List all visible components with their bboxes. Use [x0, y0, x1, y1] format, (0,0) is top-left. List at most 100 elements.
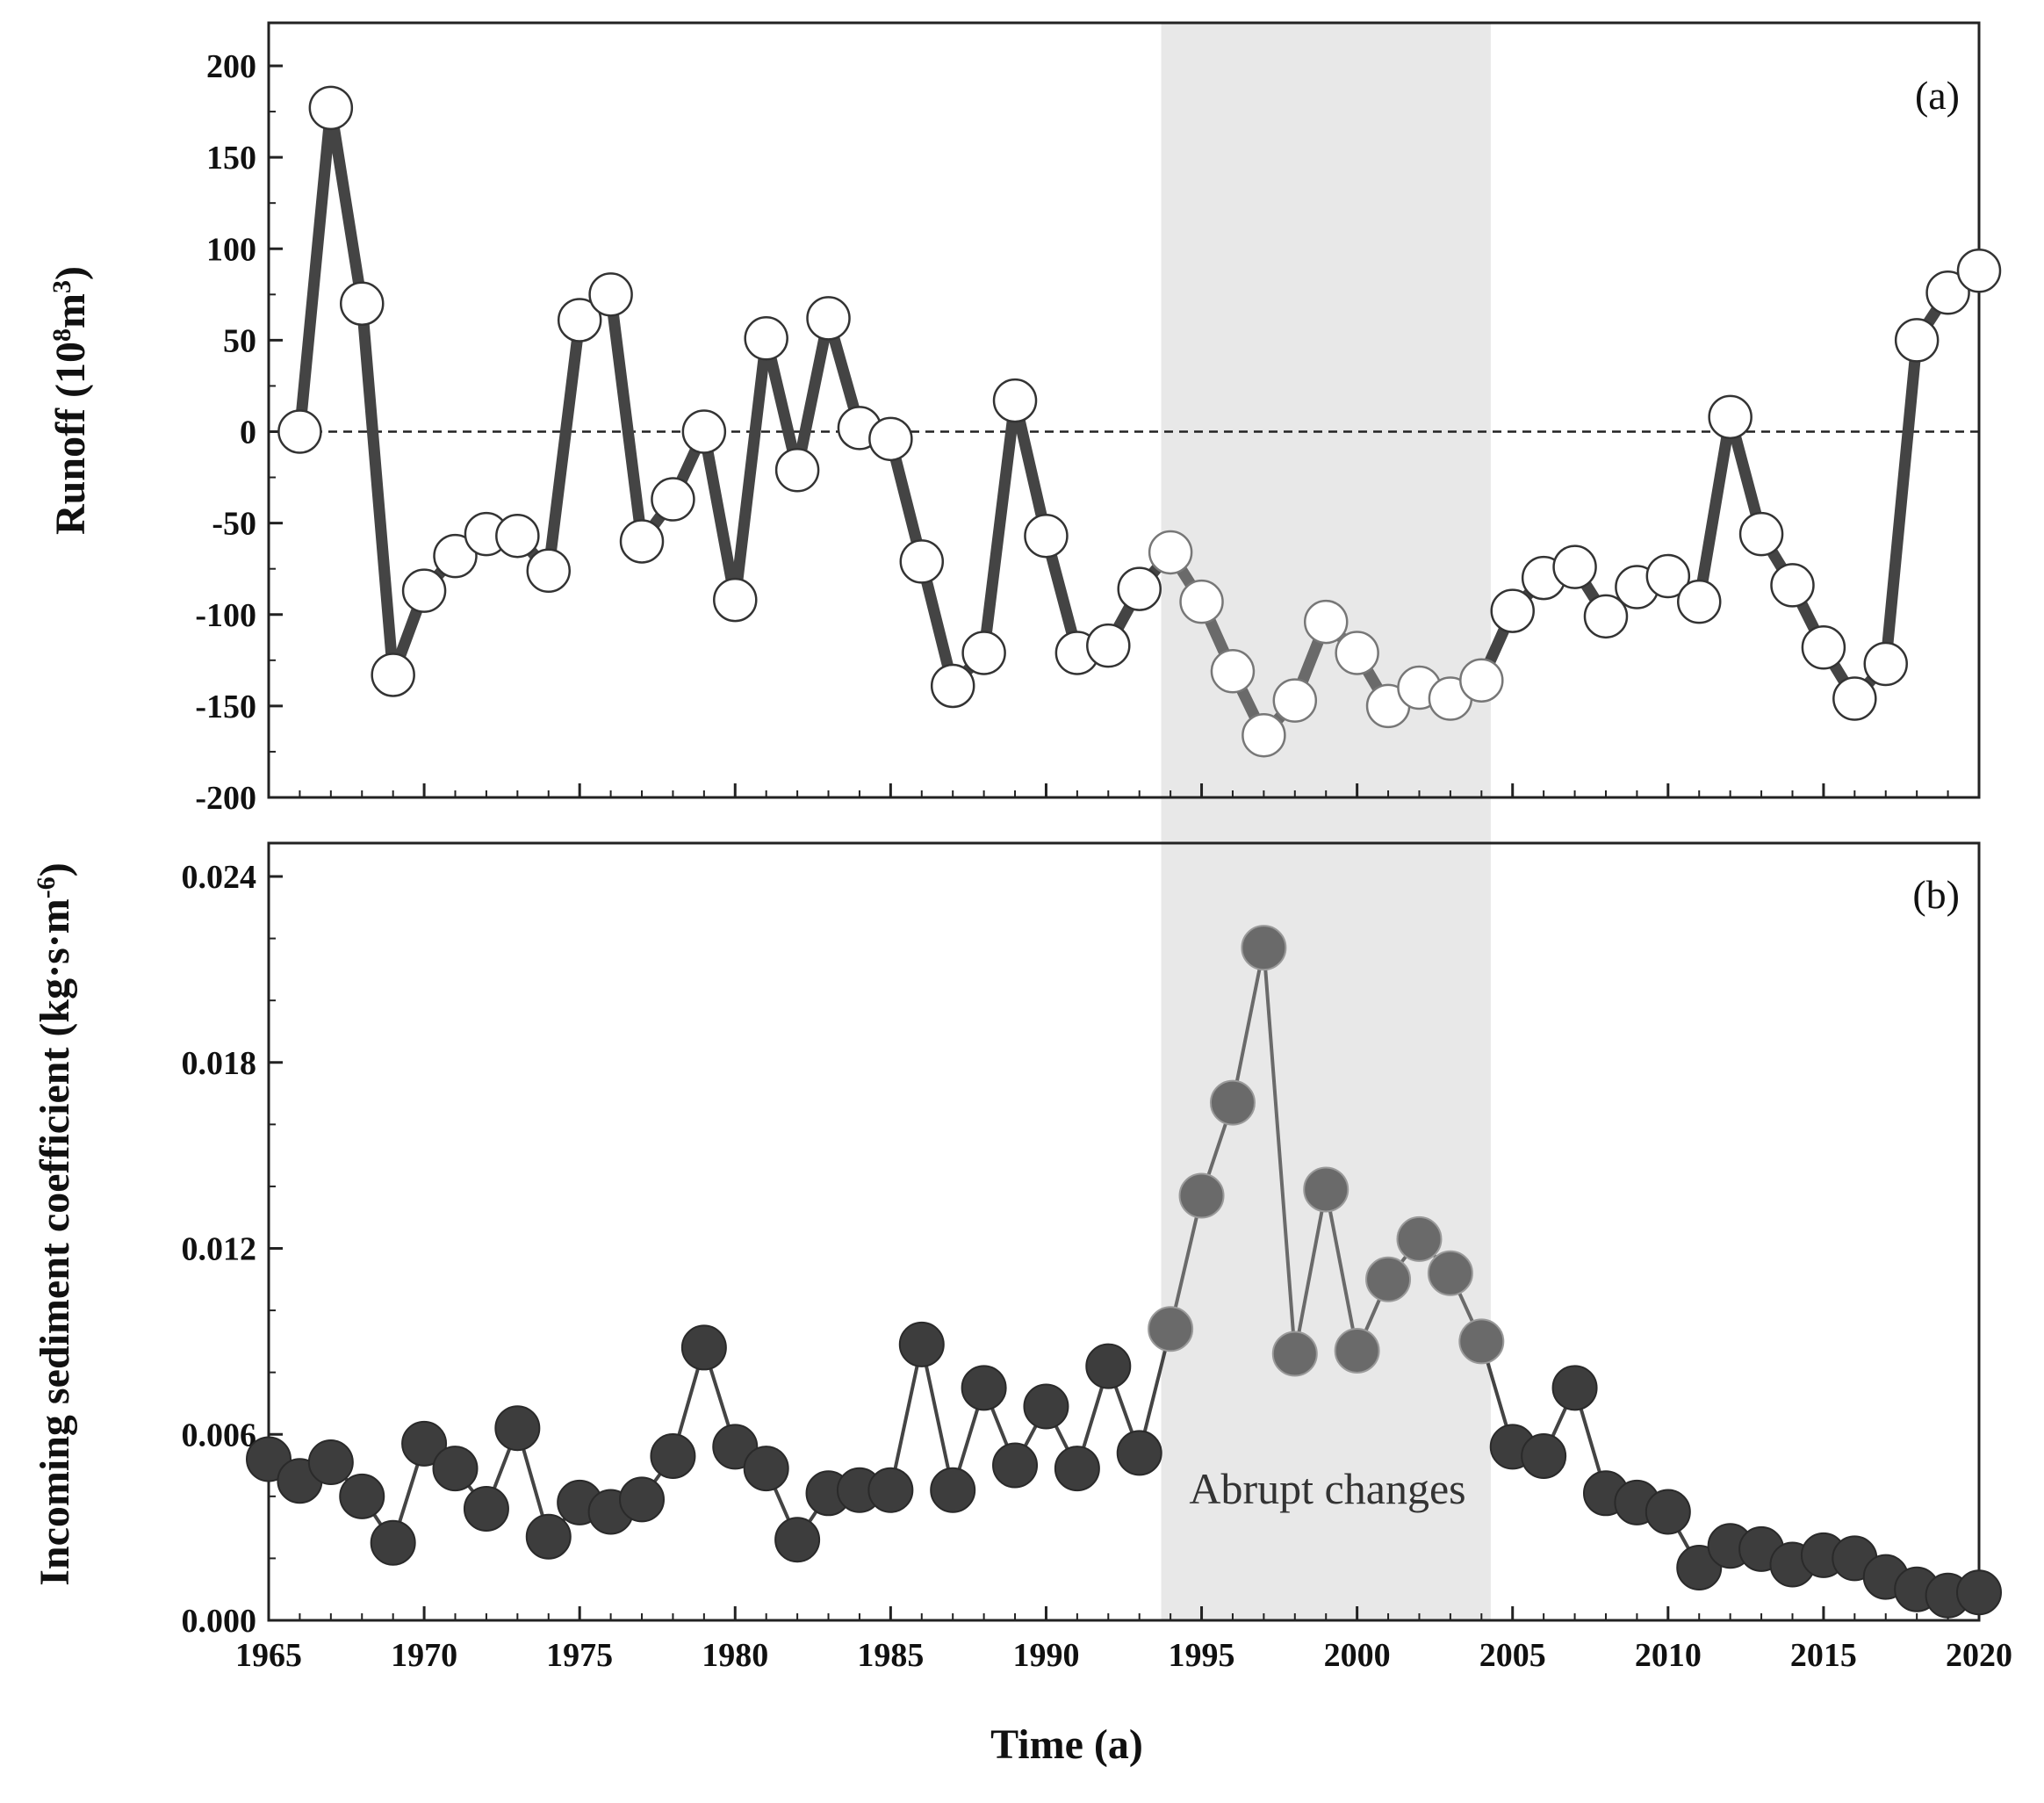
runoff-point	[277, 409, 322, 454]
sediment-point	[1116, 1430, 1162, 1476]
runoff-point	[992, 378, 1038, 423]
y-tick-label-a: -150	[195, 689, 256, 725]
runoff-point	[1148, 530, 1193, 575]
runoff-line-segment	[293, 102, 337, 437]
runoff-point	[1894, 318, 1940, 363]
sediment-point	[401, 1420, 448, 1467]
y-axis-title-b-text: Incoming sediment coefficient (kg·s·m	[32, 898, 78, 1586]
sediment-point	[525, 1513, 572, 1560]
y-tick-label-a: 50	[223, 322, 256, 359]
sediment-point	[1271, 1331, 1318, 1377]
runoff-point	[1676, 579, 1722, 624]
x-tick-label: 2000	[1324, 1637, 1391, 1674]
label-layer: (a) (b) Abrupt changes Time (a) Runoff (…	[32, 73, 1961, 1768]
y-tick-label-b: 0.024	[182, 859, 257, 896]
sediment-point	[1209, 1079, 1256, 1126]
runoff-point	[433, 533, 478, 579]
x-tick-label: 2010	[1635, 1637, 1702, 1674]
sediment-point	[650, 1432, 696, 1479]
runoff-line-segment	[1693, 411, 1737, 608]
sediment-point	[930, 1467, 976, 1513]
axes-layer: 1965 1970 1975 1980 1985 1990 1995 2000 2005 2010…	[182, 21, 2012, 1674]
sediment-point	[898, 1321, 945, 1367]
y-axis-title-b-sup: -6	[32, 876, 61, 898]
x-tick-label: 2020	[1946, 1637, 2012, 1674]
panel-b-frame	[267, 841, 1981, 1622]
runoff-point	[1552, 545, 1597, 589]
runoff-point	[806, 296, 851, 341]
x-tick-label: 1975	[546, 1637, 613, 1674]
runoff-point	[1117, 566, 1162, 611]
runoff-point	[930, 663, 975, 709]
runoff-point	[1179, 579, 1224, 624]
runoff-line-segment	[543, 314, 586, 577]
sediment-point	[339, 1473, 385, 1519]
sediment-point	[432, 1446, 479, 1492]
runoff-point	[1490, 588, 1535, 633]
runoff-point	[1925, 270, 1970, 315]
runoff-point	[961, 631, 1006, 675]
y-tick-label-a: 150	[206, 140, 256, 177]
y-axis-title-b: Incoming sediment coefficient (kg·s·m-6)	[32, 862, 79, 1586]
runoff-point	[1832, 676, 1877, 721]
runoff-point	[1645, 553, 1691, 599]
runoff-point	[619, 519, 665, 564]
runoff-point	[899, 539, 945, 584]
sediment-point	[1551, 1365, 1598, 1411]
series-layer	[246, 85, 2002, 1619]
sediment-point	[867, 1467, 914, 1513]
runoff-line-segment	[760, 332, 803, 476]
x-tick-label: 1980	[702, 1637, 768, 1674]
runoff-line-segment	[698, 426, 741, 606]
runoff-point	[651, 477, 695, 522]
x-axis-title: Time (a)	[990, 1721, 1143, 1768]
y-tick-label-a: -100	[195, 597, 256, 634]
shade-layer	[1161, 23, 1491, 1620]
sediment-point	[1085, 1343, 1132, 1389]
y-tick-label-b: 0.018	[182, 1045, 257, 1082]
sediment-point	[370, 1519, 416, 1566]
abrupt-changes-annotation: Abrupt changes	[1189, 1464, 1465, 1513]
runoff-point	[1242, 712, 1286, 758]
x-tick-label: 2015	[1790, 1637, 1857, 1674]
runoff-point	[526, 548, 572, 594]
runoff-point	[1210, 649, 1256, 694]
runoff-line-segment	[325, 102, 368, 310]
sediment-point	[961, 1365, 1007, 1411]
runoff-line-segment	[1880, 334, 1923, 670]
runoff-point	[1863, 641, 1908, 687]
runoff-point	[774, 447, 820, 493]
runoff-point	[557, 298, 602, 343]
runoff-point	[868, 416, 913, 462]
y-axis-title-a-mid: m	[47, 293, 94, 328]
runoff-point	[371, 653, 415, 697]
sediment-point	[992, 1442, 1039, 1489]
sediment-point	[774, 1517, 821, 1563]
sediment-point	[1023, 1383, 1069, 1430]
sediment-point	[494, 1405, 541, 1452]
sediment-point	[1645, 1489, 1691, 1535]
sediment-point	[1365, 1256, 1412, 1302]
runoff-point	[744, 316, 788, 361]
sediment-point	[743, 1446, 789, 1492]
sediment-point	[1148, 1306, 1194, 1352]
runoff-point	[1583, 594, 1629, 639]
sediment-point	[1054, 1446, 1100, 1492]
panel-a-frame	[267, 21, 1981, 799]
y-tick-label-b: 0.000	[182, 1603, 257, 1640]
runoff-line-segment	[978, 394, 1021, 659]
y-axis-title-b-end: )	[32, 862, 78, 876]
sediment-line-segment	[1231, 947, 1266, 1104]
runoff-point	[1770, 563, 1815, 608]
x-tick-label: 1990	[1012, 1637, 1079, 1674]
y-axis-title-a-end: )	[47, 266, 94, 280]
sediment-line-segment	[1262, 948, 1297, 1354]
y-tick-label-a: 100	[206, 231, 256, 268]
runoff-point	[588, 272, 633, 317]
runoff-point	[1956, 248, 2002, 293]
sediment-point	[619, 1476, 666, 1523]
y-axis-title-a: Runoff (108m3)	[47, 266, 95, 535]
sediment-point	[463, 1485, 509, 1532]
runoff-point	[1459, 658, 1504, 703]
x-tick-label: 1985	[857, 1637, 924, 1674]
